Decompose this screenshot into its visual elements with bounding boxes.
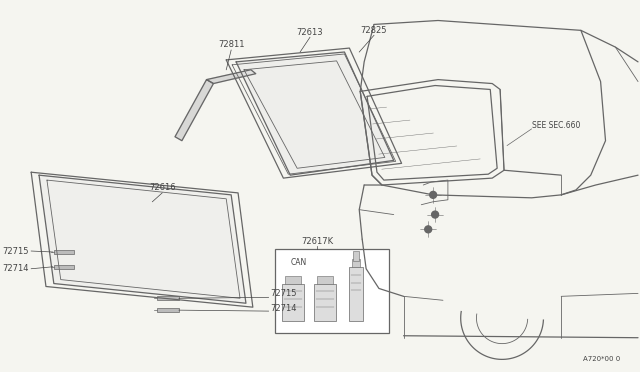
Bar <box>349 267 363 321</box>
Text: 72715: 72715 <box>3 247 29 256</box>
Polygon shape <box>54 250 74 254</box>
Polygon shape <box>207 70 256 84</box>
Text: 72714: 72714 <box>271 304 297 312</box>
Text: 72811: 72811 <box>218 40 244 49</box>
Bar <box>282 283 304 321</box>
Text: 72825: 72825 <box>361 26 387 35</box>
Text: 72714: 72714 <box>3 264 29 273</box>
Circle shape <box>429 192 436 198</box>
Text: CAN: CAN <box>291 258 307 267</box>
Text: 72617K: 72617K <box>301 237 333 246</box>
Polygon shape <box>54 265 74 269</box>
Polygon shape <box>39 175 246 303</box>
Bar <box>353 259 360 267</box>
Bar <box>275 249 388 333</box>
Text: A720*00 0: A720*00 0 <box>583 356 620 362</box>
Circle shape <box>431 211 438 218</box>
Bar <box>353 251 359 261</box>
Bar <box>285 276 301 283</box>
Text: 72715: 72715 <box>271 289 297 298</box>
Bar <box>314 283 335 321</box>
Polygon shape <box>157 296 179 300</box>
Polygon shape <box>157 308 179 312</box>
Polygon shape <box>236 52 394 175</box>
Circle shape <box>425 226 431 233</box>
Bar <box>317 276 333 283</box>
Text: SEE SEC.660: SEE SEC.660 <box>532 121 580 131</box>
Text: 72613: 72613 <box>297 28 323 37</box>
Polygon shape <box>175 80 213 141</box>
Text: 72616: 72616 <box>149 183 175 192</box>
